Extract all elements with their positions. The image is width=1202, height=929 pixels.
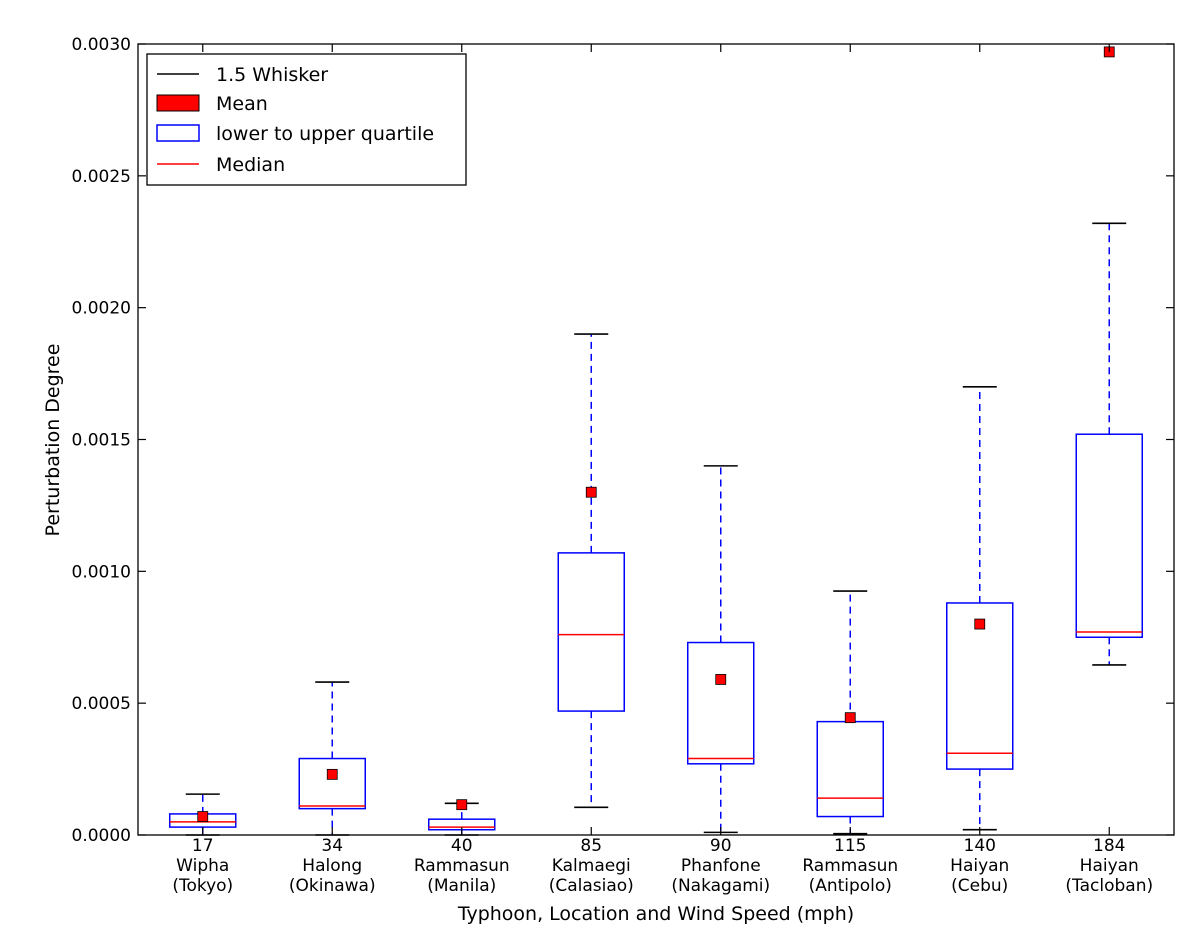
x-tick-speed: 140 <box>964 836 996 856</box>
legend-label: Mean <box>216 93 268 115</box>
legend-frame <box>146 53 467 186</box>
box-group <box>557 333 625 809</box>
x-tick-speed: 90 <box>710 836 732 856</box>
legend-swatch-filled-box <box>156 94 200 112</box>
x-tick-location: (Tokyo) <box>172 876 233 896</box>
box-group <box>816 590 884 835</box>
mean-marker <box>326 768 338 780</box>
legend-label: lower to upper quartile <box>216 123 434 145</box>
mean-marker <box>197 811 209 822</box>
y-tick-label: 0.0000 <box>72 826 131 846</box>
y-tick-label: 0.0030 <box>72 35 131 55</box>
quartile-box <box>1075 433 1143 638</box>
x-tick-name: Halong <box>302 856 362 876</box>
x-tick-name: Kalmaegi <box>552 856 631 876</box>
x-tick-location: (Manila) <box>427 876 496 896</box>
y-tick-label: 0.0015 <box>72 431 131 451</box>
y-tick-label: 0.0010 <box>72 562 131 582</box>
x-axis-label: Typhoon, Location and Wind Speed (mph) <box>457 903 854 925</box>
x-tick-location: (Okinawa) <box>289 876 376 896</box>
box-group <box>1075 46 1143 666</box>
x-tick-speed: 40 <box>451 836 473 856</box>
y-tick-label: 0.0005 <box>72 694 131 714</box>
x-tick-location: (Nakagami) <box>671 876 770 896</box>
x-tick-name: Rammasun <box>414 856 510 876</box>
box-group <box>687 465 755 834</box>
quartile-box <box>946 602 1014 770</box>
mean-marker <box>974 618 986 630</box>
mean-marker <box>456 799 468 811</box>
x-tick-speed: 34 <box>321 836 343 856</box>
x-tick-name: Haiyan <box>950 856 1009 876</box>
box-group <box>946 385 1014 831</box>
mean-marker <box>585 486 597 498</box>
y-axis: 0.0000 0.0005 0.0010 0.0015 0.0020 0.0025 0.00… <box>72 35 1174 846</box>
legend-label: Median <box>216 154 285 176</box>
x-tick-name: Wipha <box>176 856 229 876</box>
x-axis: 17Wipha(Tokyo)34Halong(Okinawa)40Rammasu… <box>172 44 1153 896</box>
box-group <box>298 681 366 836</box>
x-tick-speed: 115 <box>834 836 866 856</box>
x-tick-name: Haiyan <box>1080 856 1139 876</box>
x-tick-location: (Calasiao) <box>549 876 634 896</box>
mean-marker <box>715 674 727 685</box>
quartile-box <box>298 757 366 810</box>
x-tick-name: Rammasun <box>802 856 898 876</box>
quartile-box <box>557 552 625 712</box>
quartile-box <box>687 641 755 765</box>
legend: 1.5 Whisker Mean lower to upper quartile Me… <box>146 53 467 186</box>
legend-swatch-open-box <box>156 124 200 142</box>
x-tick-speed: 17 <box>192 836 214 856</box>
legend-label: 1.5 Whisker <box>216 64 328 86</box>
x-tick-speed: 184 <box>1093 836 1125 856</box>
y-tick-label: 0.0020 <box>72 299 131 319</box>
y-tick-label: 0.0025 <box>72 167 131 187</box>
x-tick-speed: 85 <box>580 836 602 856</box>
x-tick-location: (Tacloban) <box>1065 876 1153 896</box>
box-group <box>169 793 237 836</box>
y-axis-label: Perturbation Degree <box>42 344 64 537</box>
quartile-box <box>816 720 884 818</box>
x-tick-location: (Cebu) <box>951 876 1008 896</box>
x-tick-name: Phanfone <box>681 856 761 876</box>
mean-marker <box>844 712 856 724</box>
x-tick-location: (Antipolo) <box>809 876 892 896</box>
